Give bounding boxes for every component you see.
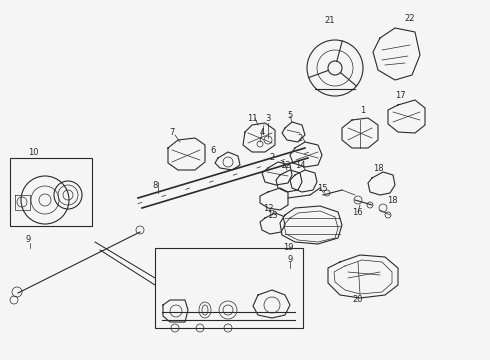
Bar bbox=[155, 248, 303, 328]
Text: 13: 13 bbox=[267, 211, 277, 220]
Text: 14: 14 bbox=[295, 161, 305, 170]
Text: 2: 2 bbox=[270, 153, 274, 162]
Bar bbox=[10, 158, 92, 226]
Text: 12: 12 bbox=[280, 161, 290, 170]
Text: 9: 9 bbox=[287, 256, 293, 265]
Text: 16: 16 bbox=[352, 207, 362, 216]
Text: 4: 4 bbox=[259, 127, 265, 136]
Text: 8: 8 bbox=[152, 180, 158, 189]
Text: 9: 9 bbox=[25, 235, 31, 244]
Text: 17: 17 bbox=[394, 90, 405, 99]
Text: 3: 3 bbox=[265, 113, 270, 122]
Text: 21: 21 bbox=[325, 15, 335, 24]
Text: 15: 15 bbox=[317, 184, 327, 193]
Text: 7: 7 bbox=[170, 127, 175, 136]
Text: 2: 2 bbox=[297, 134, 303, 143]
Text: 10: 10 bbox=[28, 148, 38, 157]
Text: 12: 12 bbox=[263, 203, 273, 212]
Text: 18: 18 bbox=[387, 195, 397, 204]
Text: 1: 1 bbox=[360, 105, 366, 114]
Text: 6: 6 bbox=[210, 145, 216, 154]
Text: 11: 11 bbox=[247, 113, 257, 122]
Text: 18: 18 bbox=[373, 163, 383, 172]
Text: 20: 20 bbox=[353, 296, 363, 305]
Text: 22: 22 bbox=[405, 14, 415, 23]
Text: 5: 5 bbox=[287, 111, 293, 120]
Text: 19: 19 bbox=[283, 243, 293, 252]
